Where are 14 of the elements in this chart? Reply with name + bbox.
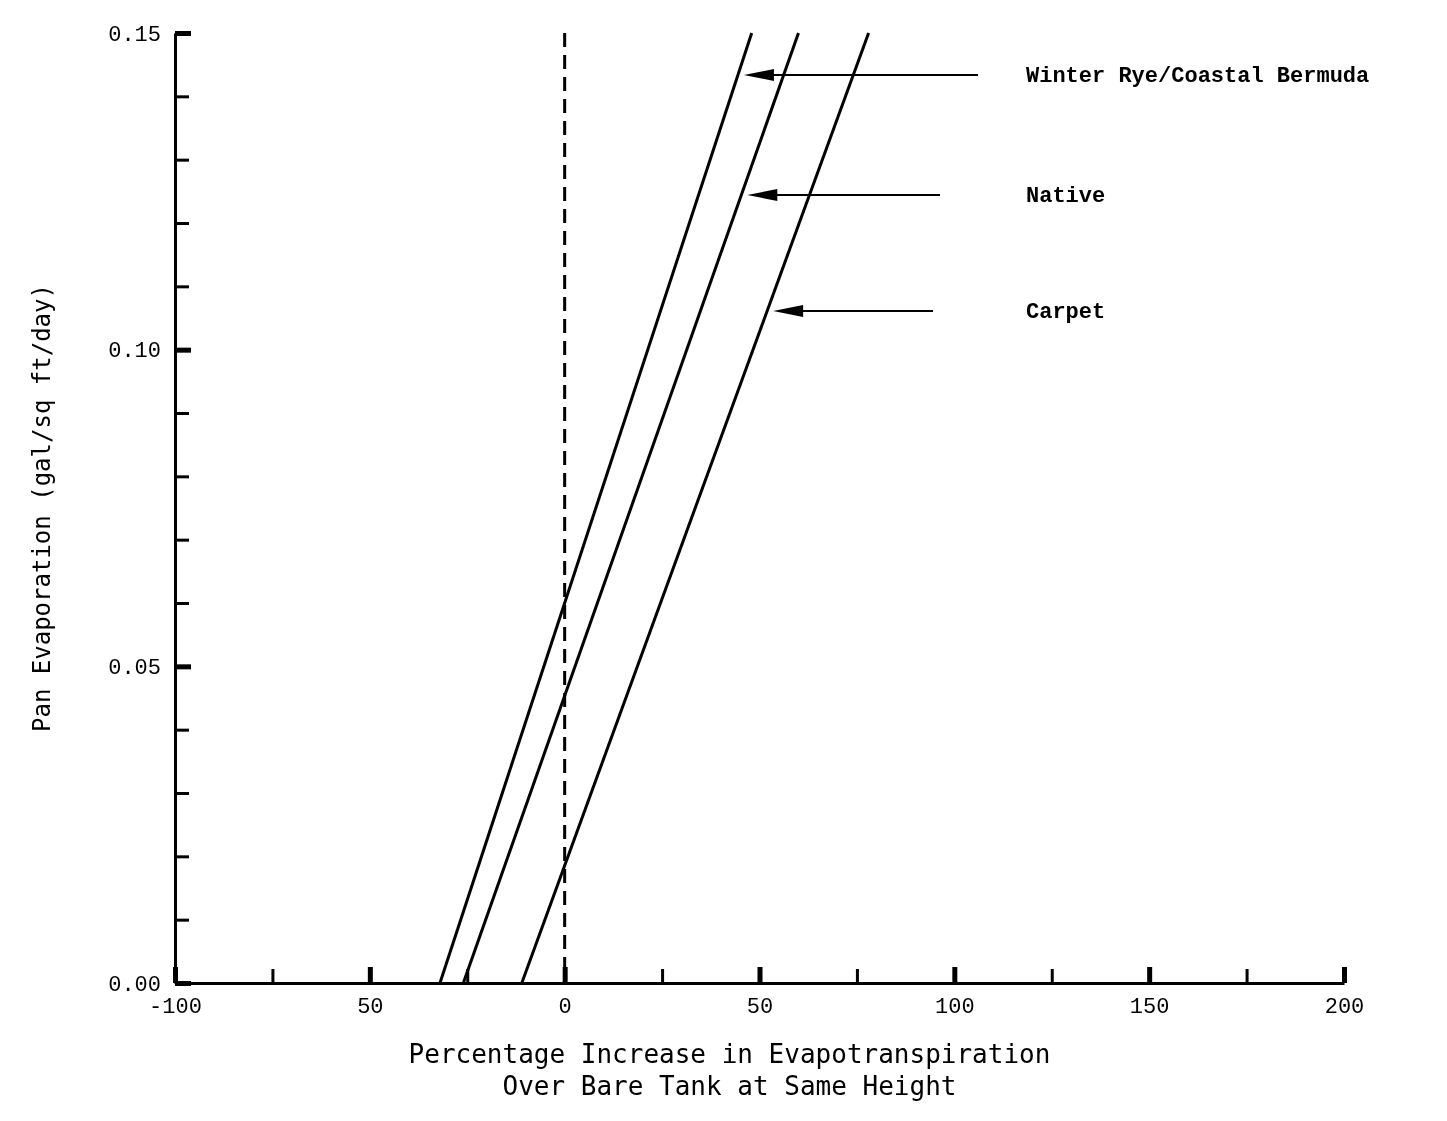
x-tick-label: 50 bbox=[746, 994, 774, 1020]
x-axis-title: Percentage Increase in Evapotranspiration Over Bare Tank at Same Height bbox=[408, 1039, 1051, 1101]
x-tick-label: 150 bbox=[1129, 994, 1170, 1020]
y-tick-label: 0.10 bbox=[108, 339, 161, 365]
text: Carpet bbox=[1026, 300, 1106, 325]
text: Native bbox=[1026, 184, 1106, 209]
x-tick-label: 100 bbox=[935, 994, 975, 1020]
x-tick-label: 50 bbox=[357, 994, 384, 1020]
y-tick-label: 0.15 bbox=[108, 22, 161, 48]
x-tick-label: 0 bbox=[558, 994, 572, 1020]
x-tick-label: 200 bbox=[1324, 994, 1365, 1020]
y-axis-title: Pan Evaporation (gal/sq ft/day) bbox=[28, 284, 56, 732]
text: Winter Rye/Coastal Bermuda bbox=[1026, 64, 1370, 89]
y-tick-label: 0.05 bbox=[108, 655, 161, 681]
